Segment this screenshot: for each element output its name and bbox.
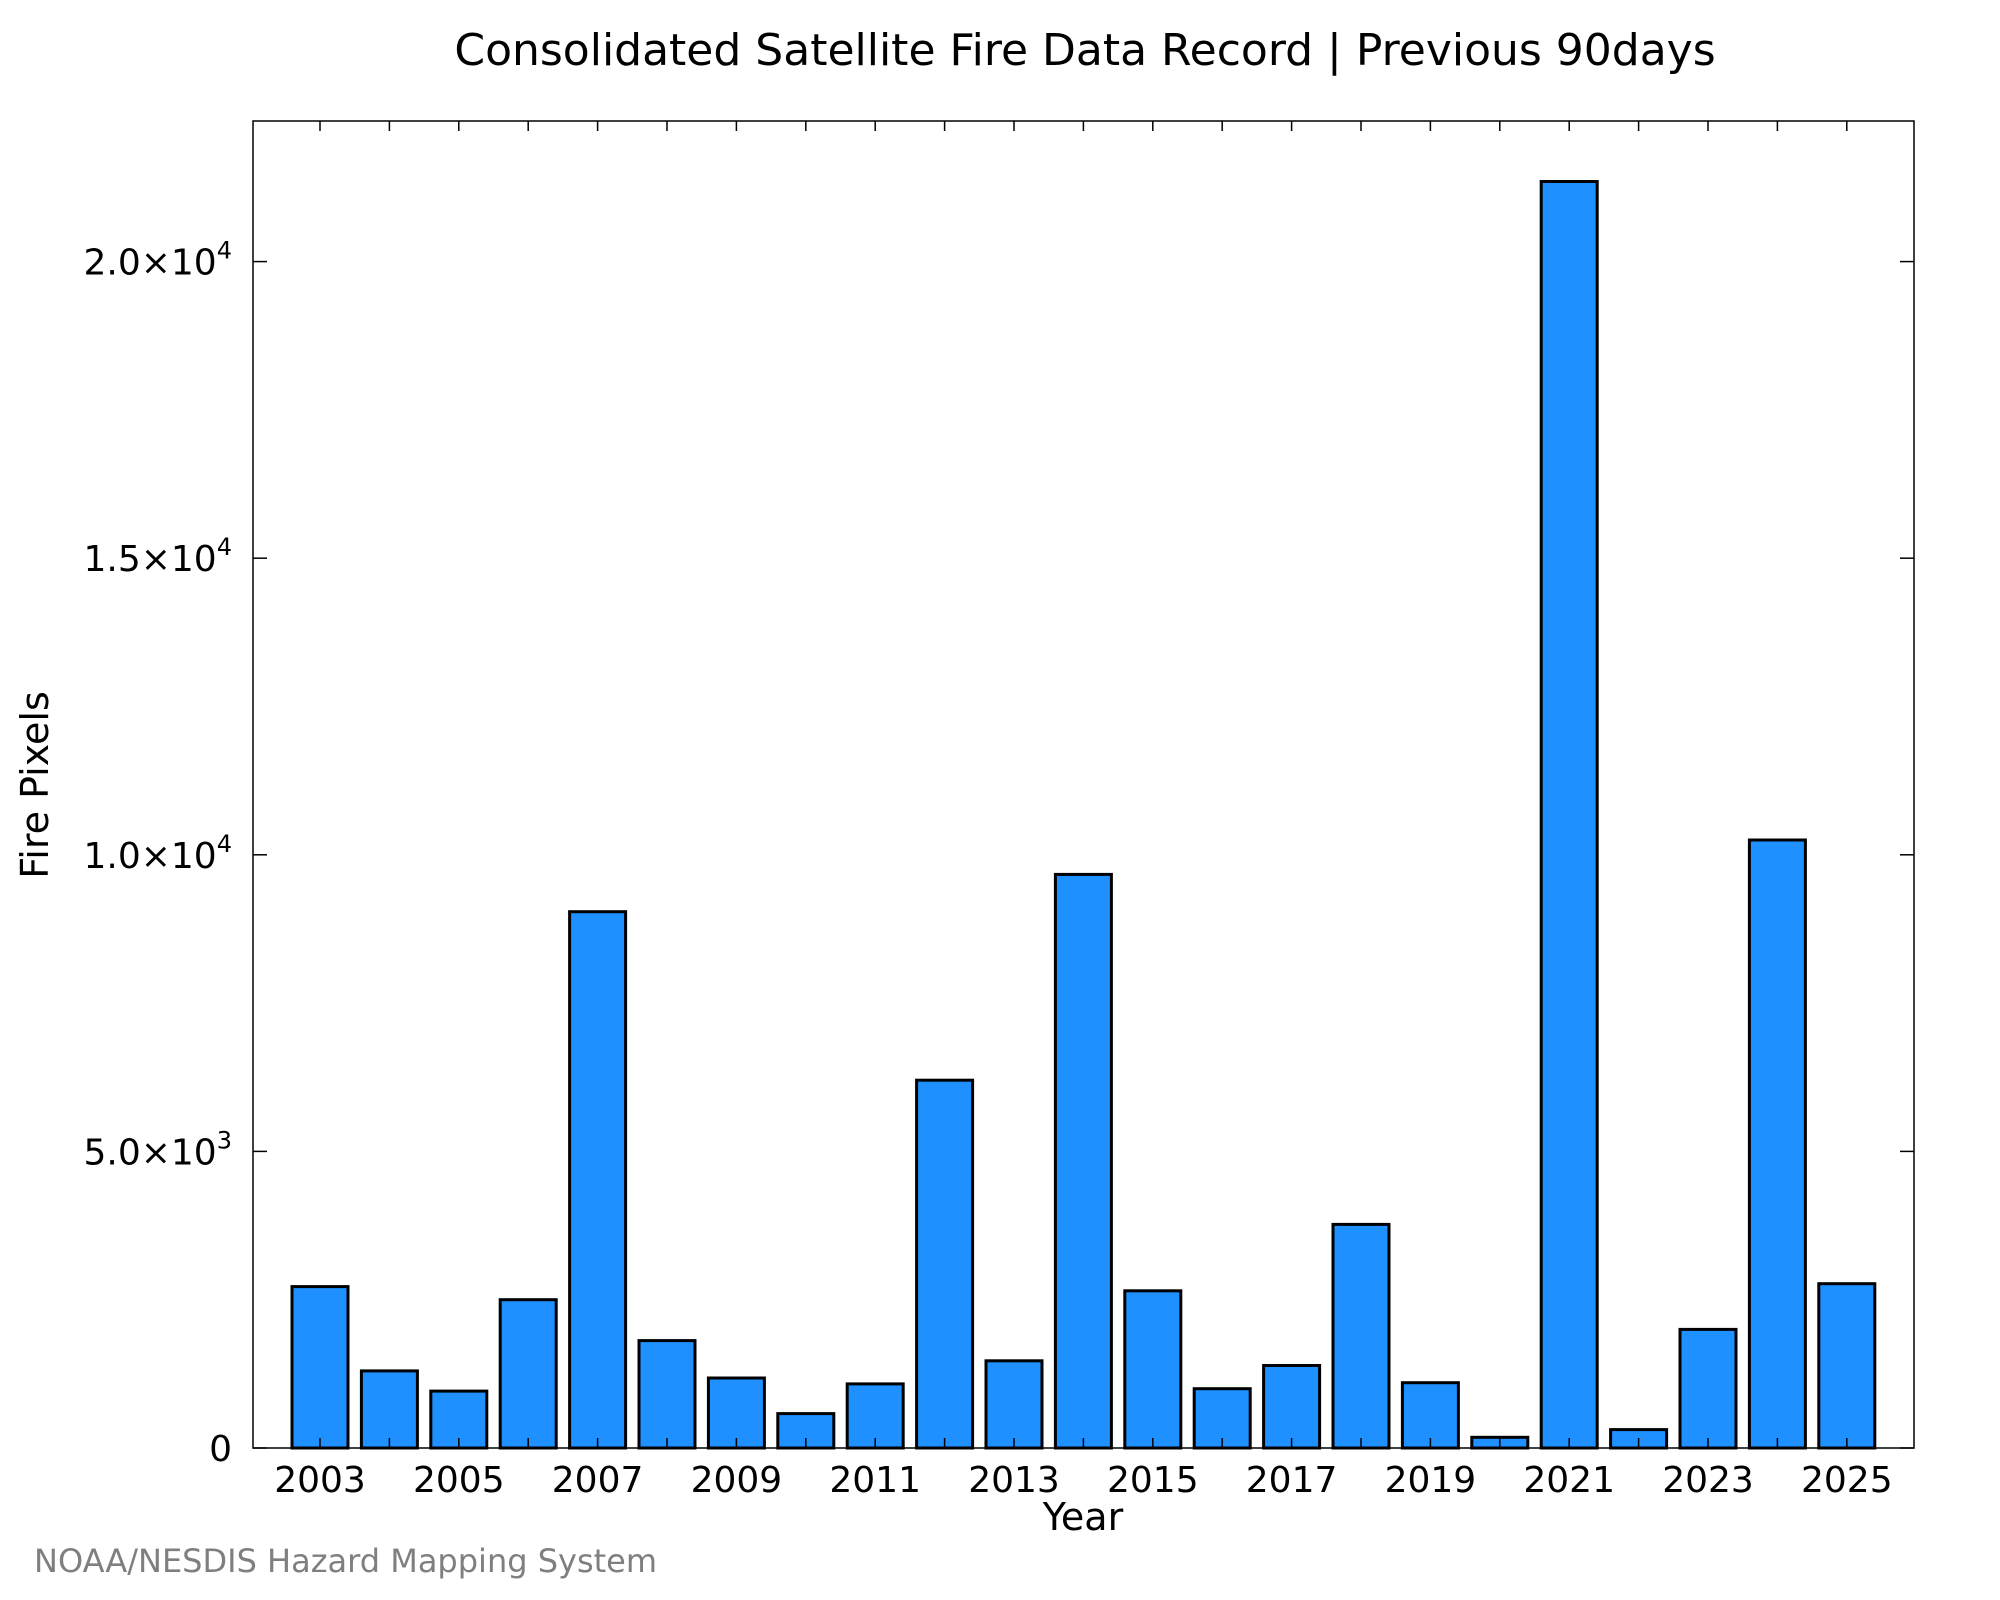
x-tick-label-2025: 2025 <box>1801 1460 1893 1501</box>
bar-2015 <box>1123 1289 1183 1450</box>
x-tick-label-2003: 2003 <box>274 1460 366 1501</box>
y-tick-label-10000: 1.0×104 <box>83 830 232 877</box>
y-tick-label-20000: 2.0×104 <box>83 237 232 284</box>
bar-2003 <box>290 1285 350 1450</box>
bar-2008 <box>637 1339 697 1450</box>
x-tick-label-2015: 2015 <box>1107 1460 1199 1501</box>
x-axis-label: Year <box>1042 1495 1124 1539</box>
bar-2014 <box>1053 872 1113 1450</box>
y-tick-label-0: 0 <box>209 1429 232 1470</box>
x-tick-label-2007: 2007 <box>552 1460 644 1501</box>
bar-2025 <box>1817 1282 1877 1450</box>
credit-text: NOAA/NESDIS Hazard Mapping System <box>34 1542 657 1580</box>
x-tick-label-2021: 2021 <box>1523 1460 1615 1501</box>
bar-2004 <box>359 1369 419 1450</box>
bar-2007 <box>568 910 628 1450</box>
x-axis-ticks: 2003 2005 2007 2009 2011 2013 2015 2017 2019 2021… <box>274 121 1893 1501</box>
bar-2012 <box>915 1078 975 1450</box>
bar-2009 <box>706 1376 766 1450</box>
y-axis-ticks: 0 5.0×103 1.0×104 1.5×104 2.0×104 <box>83 237 1914 1470</box>
y-tick-label-15000: 1.5×104 <box>83 533 232 580</box>
bar-2006 <box>498 1298 558 1450</box>
x-tick-label-2009: 2009 <box>691 1460 783 1501</box>
x-tick-label-2011: 2011 <box>829 1460 921 1501</box>
bars-group <box>290 180 1877 1450</box>
bar-2018 <box>1331 1222 1391 1450</box>
x-tick-label-2023: 2023 <box>1662 1460 1754 1501</box>
bar-2013 <box>984 1359 1044 1450</box>
bar-2024 <box>1747 838 1807 1450</box>
x-tick-label-2017: 2017 <box>1246 1460 1338 1501</box>
x-tick-label-2019: 2019 <box>1385 1460 1477 1501</box>
y-tick-label-5000: 5.0×103 <box>83 1126 232 1173</box>
bar-2023 <box>1678 1327 1738 1450</box>
bar-2017 <box>1262 1364 1322 1450</box>
chart-title: Consolidated Satellite Fire Data Record … <box>454 25 1715 76</box>
x-tick-label-2005: 2005 <box>413 1460 505 1501</box>
x-tick-label-2013: 2013 <box>968 1460 1060 1501</box>
bar-2021 <box>1539 180 1599 1450</box>
y-axis-label: Fire Pixels <box>13 691 57 879</box>
